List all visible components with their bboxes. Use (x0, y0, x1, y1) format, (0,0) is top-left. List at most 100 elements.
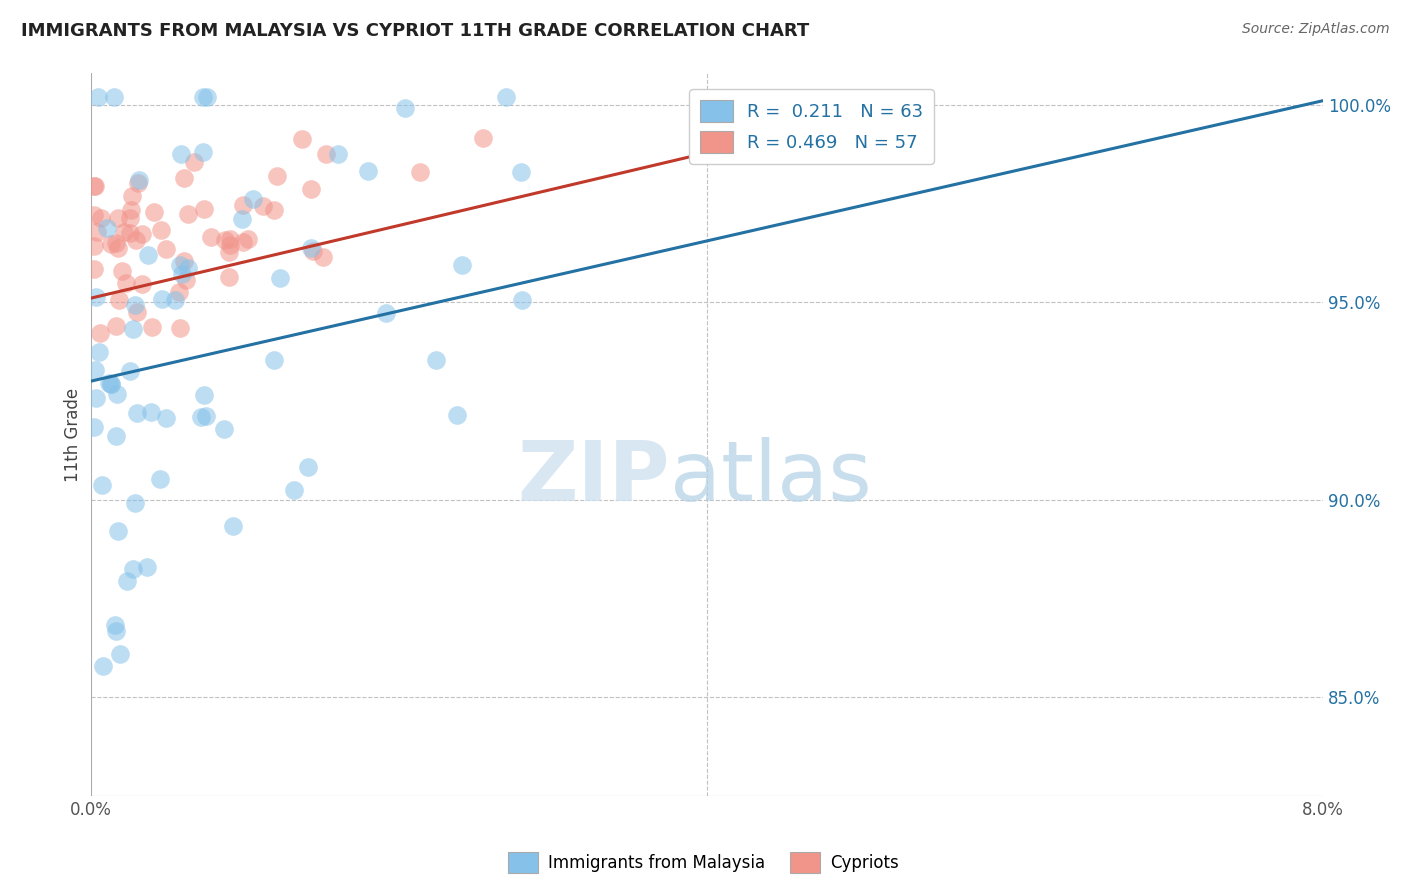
Point (83, 419, 105, 434)
Point (193, 388, 215, 402)
Point (84, 178, 107, 193)
Point (117, 574, 139, 589)
Point (131, 277, 153, 291)
Point (122, 322, 145, 336)
Point (135, 559, 157, 574)
Text: Source: ZipAtlas.com: Source: ZipAtlas.com (1241, 22, 1389, 37)
Point (232, 235, 254, 249)
Point (450, 258, 472, 272)
Point (155, 242, 177, 256)
Point (193, 202, 215, 217)
Point (90, 211, 112, 226)
Point (115, 276, 138, 290)
Point (218, 244, 240, 259)
Point (232, 198, 254, 212)
Point (107, 524, 129, 538)
Point (173, 254, 195, 268)
Point (471, 131, 494, 145)
Point (98, 376, 121, 391)
Point (425, 352, 447, 367)
Point (83, 178, 105, 193)
Point (150, 292, 173, 306)
Point (105, 235, 128, 250)
Point (100, 377, 122, 392)
Point (238, 231, 260, 245)
Point (111, 263, 134, 277)
Point (131, 227, 153, 241)
Point (122, 562, 145, 576)
Point (87, 345, 110, 359)
Point (297, 460, 319, 475)
Point (219, 238, 242, 252)
Point (120, 203, 142, 218)
Point (512, 293, 534, 307)
Point (252, 199, 274, 213)
Point (269, 271, 291, 285)
Point (375, 306, 398, 320)
Point (141, 319, 163, 334)
Point (91, 478, 114, 492)
Point (266, 169, 288, 183)
Point (83, 238, 105, 252)
Point (83, 208, 105, 222)
Point (104, 429, 127, 443)
Point (107, 211, 129, 226)
Point (183, 155, 205, 169)
Point (105, 319, 128, 334)
Point (177, 260, 200, 275)
Point (91, 659, 114, 673)
Point (155, 411, 177, 425)
Point (409, 165, 432, 179)
Y-axis label: 11th Grade: 11th Grade (65, 387, 82, 482)
Point (299, 241, 322, 255)
Point (108, 293, 131, 307)
Point (100, 377, 122, 392)
Point (128, 172, 150, 186)
Point (312, 250, 335, 264)
Point (194, 409, 217, 423)
Point (108, 647, 131, 661)
Point (149, 223, 172, 237)
Point (149, 472, 172, 486)
Point (299, 182, 322, 196)
Point (104, 624, 127, 638)
Point (124, 298, 146, 312)
Point (141, 405, 163, 419)
Point (446, 408, 468, 422)
Point (83, 363, 105, 377)
Point (127, 176, 149, 190)
Point (174, 273, 197, 287)
Point (231, 212, 253, 227)
Point (103, 89, 125, 103)
Point (169, 258, 191, 272)
Point (221, 518, 243, 533)
Point (394, 101, 416, 115)
Text: atlas: atlas (669, 437, 872, 518)
Point (495, 89, 517, 103)
Point (127, 304, 149, 318)
Point (84, 290, 107, 304)
Point (170, 147, 193, 161)
Point (83, 262, 105, 277)
Point (315, 146, 337, 161)
Point (172, 267, 194, 281)
Point (86, 225, 108, 239)
Point (191, 145, 214, 159)
Point (357, 163, 380, 178)
Point (121, 188, 143, 202)
Point (191, 89, 214, 103)
Legend: Immigrants from Malaysia, Cypriots: Immigrants from Malaysia, Cypriots (501, 846, 905, 880)
Point (112, 225, 135, 239)
Point (107, 387, 129, 401)
Point (219, 232, 242, 246)
Point (167, 285, 190, 299)
Point (218, 269, 240, 284)
Point (118, 211, 141, 225)
Point (163, 293, 186, 307)
Point (169, 320, 191, 334)
Point (176, 207, 198, 221)
Point (263, 202, 285, 217)
Point (118, 364, 141, 378)
Point (510, 165, 533, 179)
Point (283, 483, 305, 497)
